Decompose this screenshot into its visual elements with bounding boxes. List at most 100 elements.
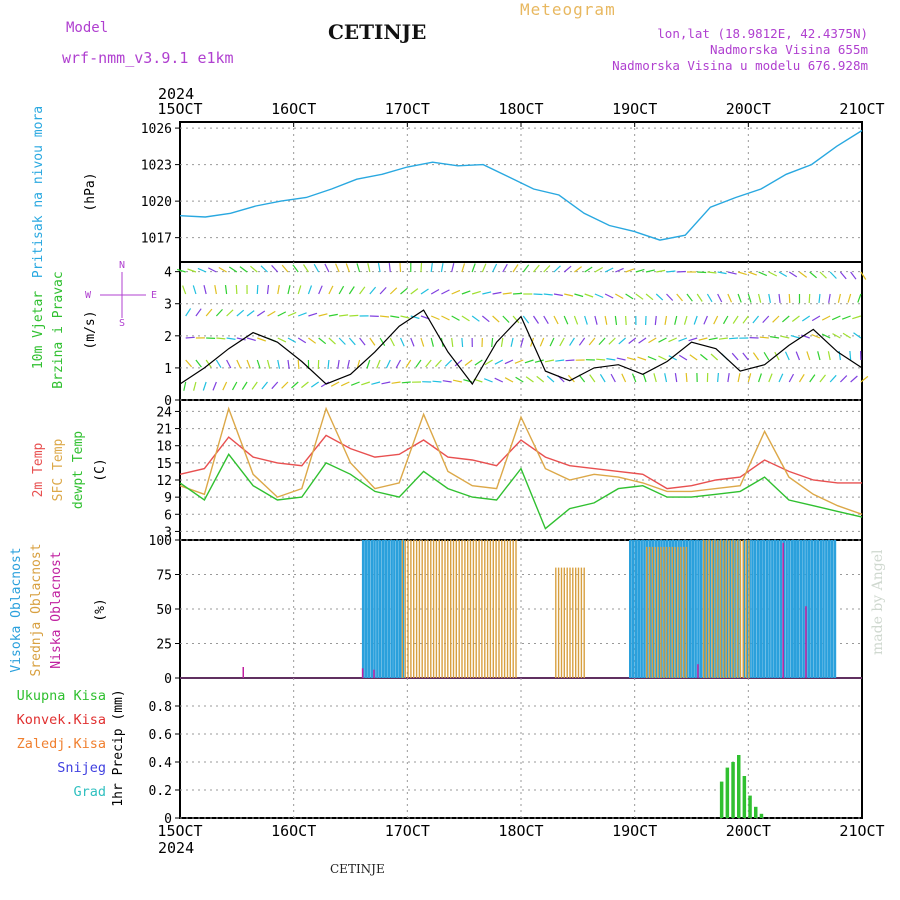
wind-arrow bbox=[481, 315, 490, 323]
mid-cloud-bar bbox=[404, 540, 406, 678]
wind-arrow bbox=[197, 267, 207, 273]
wind-arrow bbox=[788, 293, 791, 304]
high-cloud-bar bbox=[688, 540, 692, 678]
wind-arrow bbox=[821, 333, 831, 339]
wind-arrow bbox=[860, 271, 867, 280]
wind-arrow bbox=[696, 293, 703, 302]
wind-arrow bbox=[791, 315, 800, 322]
wind-arrow bbox=[205, 308, 213, 317]
high-cloud-bar bbox=[816, 540, 820, 678]
mid-cloud-bar bbox=[572, 567, 574, 678]
mid-cloud-bar bbox=[512, 540, 514, 678]
high-cloud-bar bbox=[364, 540, 368, 678]
wind-arrow bbox=[222, 381, 228, 391]
wind-arrow bbox=[359, 286, 366, 295]
wind-arrow bbox=[385, 359, 391, 369]
high-cloud-bar bbox=[785, 540, 788, 678]
mid-cloud-bar bbox=[580, 567, 583, 678]
wind-arrow bbox=[494, 359, 504, 365]
wind-arrow bbox=[202, 381, 207, 391]
wind-arrow bbox=[287, 285, 291, 295]
mid-cloud-bar bbox=[734, 540, 736, 678]
wind-arrow bbox=[647, 356, 657, 361]
temp-ylabel-1: 2m Temp bbox=[31, 442, 46, 497]
wind-arrow bbox=[246, 337, 256, 342]
wind-arrow bbox=[759, 336, 769, 339]
wind-arrow bbox=[752, 352, 760, 361]
wind-arrow bbox=[860, 375, 869, 383]
high-cloud-bar bbox=[788, 540, 791, 678]
wind-arrow bbox=[656, 269, 666, 273]
y-tick-label: 15 bbox=[156, 457, 172, 472]
mid-cloud-bar bbox=[413, 540, 415, 678]
wind-arrow bbox=[808, 293, 811, 304]
high-cloud-bar bbox=[629, 540, 632, 678]
y-tick-label: 0 bbox=[164, 672, 172, 687]
wind-arrow bbox=[261, 381, 268, 390]
wind-arrow bbox=[604, 315, 608, 325]
mid-cloud-bar bbox=[714, 540, 716, 678]
wind-arrow bbox=[569, 337, 575, 346]
wind-arrow bbox=[228, 266, 238, 273]
mid-cloud-bar bbox=[663, 546, 665, 678]
precip-legend-3: Snijeg bbox=[57, 760, 106, 776]
wind-arrow bbox=[442, 380, 452, 383]
wind-arrow bbox=[697, 271, 707, 274]
wind-arrow bbox=[637, 356, 647, 361]
mid-cloud-bar bbox=[702, 540, 705, 678]
precip-ylabel: 1hr Precip (mm) bbox=[111, 689, 126, 806]
wind-arrow bbox=[809, 271, 817, 279]
wind-ylabel-1: 10m Vjetar bbox=[31, 291, 46, 369]
wind-arrow bbox=[267, 310, 276, 317]
time-tick-bottom: 18OCT bbox=[498, 822, 543, 840]
wind-arrow bbox=[236, 309, 245, 317]
wind-arrow bbox=[703, 315, 708, 325]
wind-arrow bbox=[688, 337, 698, 342]
mid-cloud-bar bbox=[475, 540, 477, 678]
mid-cloud-bar bbox=[677, 546, 679, 678]
wind-arrow bbox=[256, 284, 259, 295]
wind-arrow bbox=[266, 285, 270, 295]
mid-cloud-bar bbox=[410, 540, 412, 678]
mid-cloud-bar bbox=[498, 540, 500, 678]
time-tick-bottom: 19OCT bbox=[612, 822, 657, 840]
high-cloud-bar bbox=[370, 540, 373, 678]
wind-arrow bbox=[193, 381, 197, 391]
wind-arrow bbox=[589, 374, 596, 383]
wind-arrow bbox=[700, 353, 708, 361]
mid-cloud-bar bbox=[424, 540, 426, 678]
wind-arrow bbox=[389, 337, 395, 347]
mid-cloud-bar bbox=[563, 567, 565, 678]
wind-arrow bbox=[732, 315, 739, 324]
wind-arrow bbox=[770, 336, 780, 339]
wind-arrow bbox=[301, 381, 309, 389]
wind-arrow bbox=[574, 266, 582, 273]
wind-arrow bbox=[757, 373, 762, 383]
wind-arrow bbox=[621, 373, 627, 383]
wind-arrow bbox=[780, 335, 790, 339]
mid-cloud-bar bbox=[464, 540, 466, 678]
temp-unit: (C) bbox=[93, 458, 108, 481]
wind-arrow bbox=[513, 292, 523, 295]
wind-arrow bbox=[668, 355, 678, 361]
wind-arrow bbox=[452, 379, 463, 383]
wind-arrow bbox=[256, 310, 266, 317]
wind-arrow bbox=[707, 271, 717, 274]
wind-arrow bbox=[658, 337, 667, 343]
high-cloud-bar bbox=[694, 540, 697, 678]
low-cloud-bar bbox=[782, 542, 784, 678]
wind-arrow bbox=[371, 381, 381, 385]
y-tick-label: 0.4 bbox=[149, 756, 173, 771]
cloud-unit: (%) bbox=[93, 598, 108, 621]
high-cloud-bar bbox=[810, 540, 814, 678]
wind-arrow bbox=[717, 293, 723, 303]
wind-arrow bbox=[604, 267, 614, 273]
high-cloud-bar bbox=[631, 540, 635, 678]
high-cloud-bar bbox=[793, 540, 797, 678]
wind-arrow bbox=[366, 359, 371, 369]
y-tick-label: 1023 bbox=[141, 159, 172, 174]
y-tick-label: 0.8 bbox=[149, 700, 172, 715]
wind-arrow bbox=[655, 293, 664, 301]
precip-bar bbox=[754, 806, 758, 818]
high-cloud-bar bbox=[384, 540, 388, 678]
